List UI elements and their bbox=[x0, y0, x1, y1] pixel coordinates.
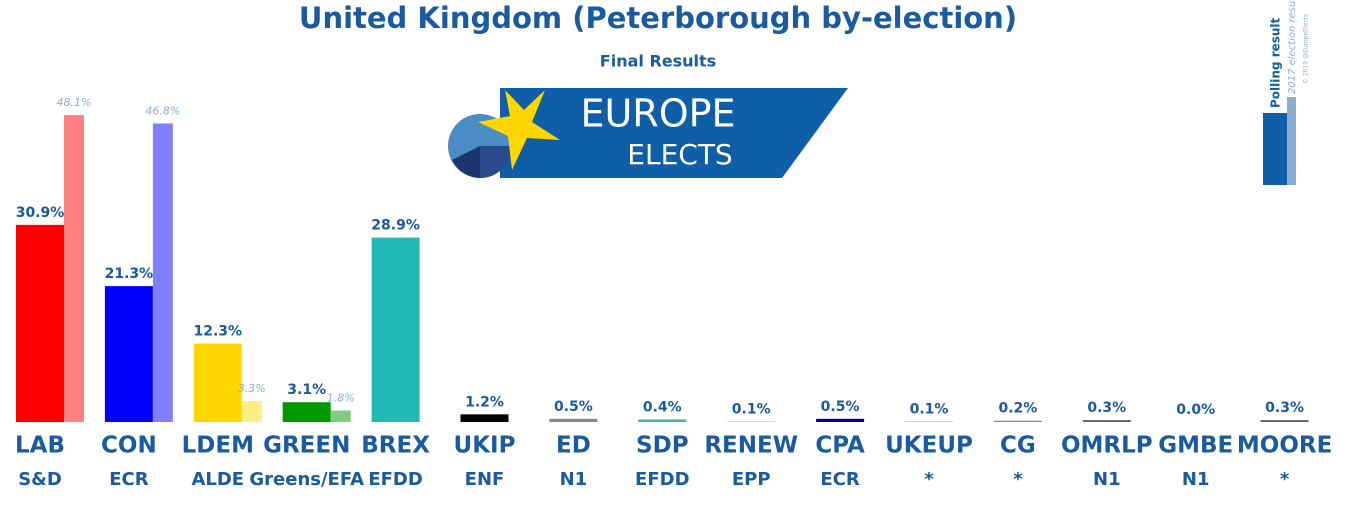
logo: EUROPE ELECTS bbox=[448, 88, 848, 178]
bar bbox=[330, 410, 351, 422]
party-label: CON bbox=[101, 433, 157, 459]
legend: Polling result 2017 election result © 20… bbox=[1263, 0, 1310, 185]
value-label: 21.3% bbox=[105, 266, 154, 282]
value-label: 28.9% bbox=[371, 218, 420, 234]
value-label: 1.8% bbox=[327, 392, 355, 405]
bar bbox=[460, 414, 509, 422]
group-label: N1 bbox=[560, 469, 588, 490]
bar bbox=[371, 237, 420, 422]
party-label: UKIP bbox=[454, 433, 516, 459]
value-label: 1.2% bbox=[465, 394, 504, 410]
group-label: ECR bbox=[820, 469, 860, 490]
logo-pie-slice bbox=[452, 146, 480, 178]
bar bbox=[193, 343, 242, 422]
bar bbox=[152, 123, 173, 422]
group-label: N1 bbox=[1182, 469, 1210, 490]
value-label: 0.1% bbox=[910, 401, 949, 417]
bar bbox=[905, 421, 953, 422]
chart-title: United Kingdom (Peterborough by-election… bbox=[299, 1, 1017, 35]
logo-text: EUROPE bbox=[580, 92, 735, 136]
value-label: 0.2% bbox=[998, 401, 1037, 417]
credit: © 2019 @EuropeElects bbox=[1303, 14, 1310, 84]
legend-label: 2017 election result bbox=[1287, 0, 1298, 94]
party-label: ED bbox=[556, 433, 591, 459]
party-label: BREX bbox=[361, 433, 430, 459]
bar bbox=[993, 420, 1042, 422]
party-label: GREEN bbox=[263, 433, 350, 459]
group-label: EPP bbox=[732, 469, 771, 490]
value-label: 0.4% bbox=[643, 399, 682, 415]
party-label: LAB bbox=[15, 433, 65, 459]
value-label: 48.1% bbox=[57, 96, 92, 109]
bar bbox=[64, 115, 84, 422]
group-label: Greens/EFA bbox=[249, 469, 364, 490]
value-label: 30.9% bbox=[16, 205, 65, 221]
party-label: UKEUP bbox=[885, 433, 973, 459]
bar bbox=[549, 418, 598, 422]
group-label: EFDD bbox=[368, 469, 422, 490]
bar bbox=[1082, 420, 1131, 422]
logo-pie-slice bbox=[480, 146, 512, 178]
bar bbox=[241, 400, 262, 422]
value-label: 0.3% bbox=[1087, 400, 1126, 416]
bar bbox=[727, 421, 776, 422]
bar bbox=[282, 402, 331, 422]
value-label: 46.8% bbox=[145, 104, 180, 117]
value-label: 3.1% bbox=[287, 382, 326, 398]
party-label: OMRLP bbox=[1061, 433, 1153, 459]
group-label: * bbox=[1013, 469, 1023, 490]
group-label: * bbox=[924, 469, 934, 490]
party-label: RENEW bbox=[704, 433, 798, 459]
value-label: 0.5% bbox=[821, 399, 860, 415]
logo-banner bbox=[500, 88, 848, 178]
legend-swatch bbox=[1263, 113, 1287, 185]
party-label: CG bbox=[1000, 433, 1036, 459]
group-label: * bbox=[1280, 469, 1290, 490]
value-label: 0.1% bbox=[732, 401, 771, 417]
bar bbox=[16, 224, 64, 422]
bar bbox=[816, 418, 865, 422]
group-label: ECR bbox=[109, 469, 149, 490]
group-label: ENF bbox=[465, 469, 505, 490]
group-label: S&D bbox=[18, 469, 62, 490]
bar bbox=[104, 286, 153, 422]
logo-star bbox=[478, 90, 560, 170]
group-label: N1 bbox=[1093, 469, 1121, 490]
value-label: 0.5% bbox=[554, 399, 593, 415]
party-label: SDP bbox=[636, 433, 689, 459]
value-label: 3.3% bbox=[238, 382, 266, 395]
chart-subtitle: Final Results bbox=[600, 52, 716, 71]
legend-label: Polling result bbox=[1269, 17, 1283, 108]
party-label: LDEM bbox=[182, 433, 254, 459]
logo-text: ELECTS bbox=[627, 138, 732, 171]
group-label: ALDE bbox=[191, 469, 244, 490]
value-label: 0.0% bbox=[1176, 402, 1215, 418]
party-label: MOORE bbox=[1237, 433, 1332, 459]
value-label: 12.3% bbox=[194, 324, 243, 340]
value-label: 0.3% bbox=[1265, 400, 1304, 416]
party-label: GMBE bbox=[1158, 433, 1233, 459]
legend-swatch bbox=[1287, 97, 1296, 185]
party-label: CPA bbox=[815, 433, 865, 459]
group-label: EFDD bbox=[635, 469, 689, 490]
bar bbox=[1260, 420, 1309, 422]
bar bbox=[638, 419, 687, 422]
